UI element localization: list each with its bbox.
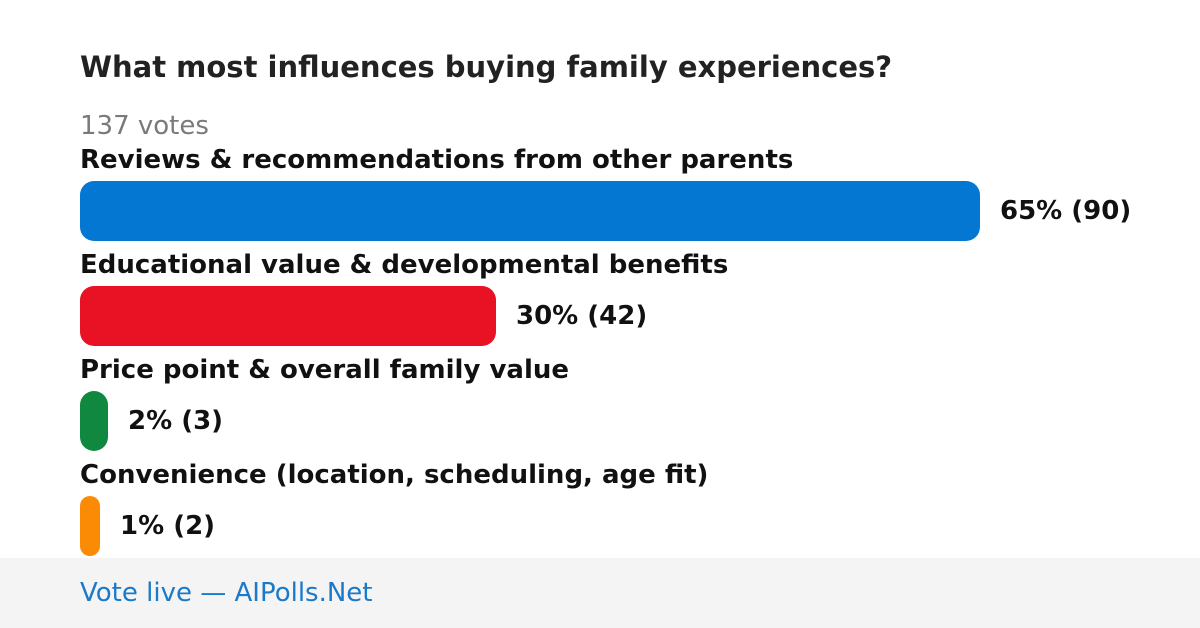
option-label: Reviews & recommendations from other par…	[80, 145, 794, 175]
option-bar	[80, 391, 108, 451]
poll-option: Reviews & recommendations from other par…	[80, 145, 1160, 245]
poll-option: Price point & overall family value 2% (3)	[80, 355, 1160, 455]
option-label: Price point & overall family value	[80, 355, 569, 385]
option-result-label: 1% (2)	[120, 511, 216, 541]
vote-count: 137 votes	[80, 111, 209, 141]
option-result-label: 30% (42)	[516, 301, 648, 331]
poll-title: What most influences buying family exper…	[80, 50, 893, 84]
poll-option: Convenience (location, scheduling, age f…	[80, 460, 1160, 560]
option-bar	[80, 496, 100, 556]
option-result-label: 65% (90)	[1000, 196, 1132, 226]
option-result-label: 2% (3)	[128, 406, 224, 436]
option-label: Convenience (location, scheduling, age f…	[80, 460, 709, 490]
poll-option: Educational value & developmental benefi…	[80, 250, 1160, 350]
option-bar	[80, 181, 980, 241]
vote-live-link[interactable]: Vote live — AIPolls.Net	[80, 578, 373, 608]
footer-bar: Vote live — AIPolls.Net	[0, 558, 1200, 628]
option-bar	[80, 286, 496, 346]
option-label: Educational value & developmental benefi…	[80, 250, 729, 280]
